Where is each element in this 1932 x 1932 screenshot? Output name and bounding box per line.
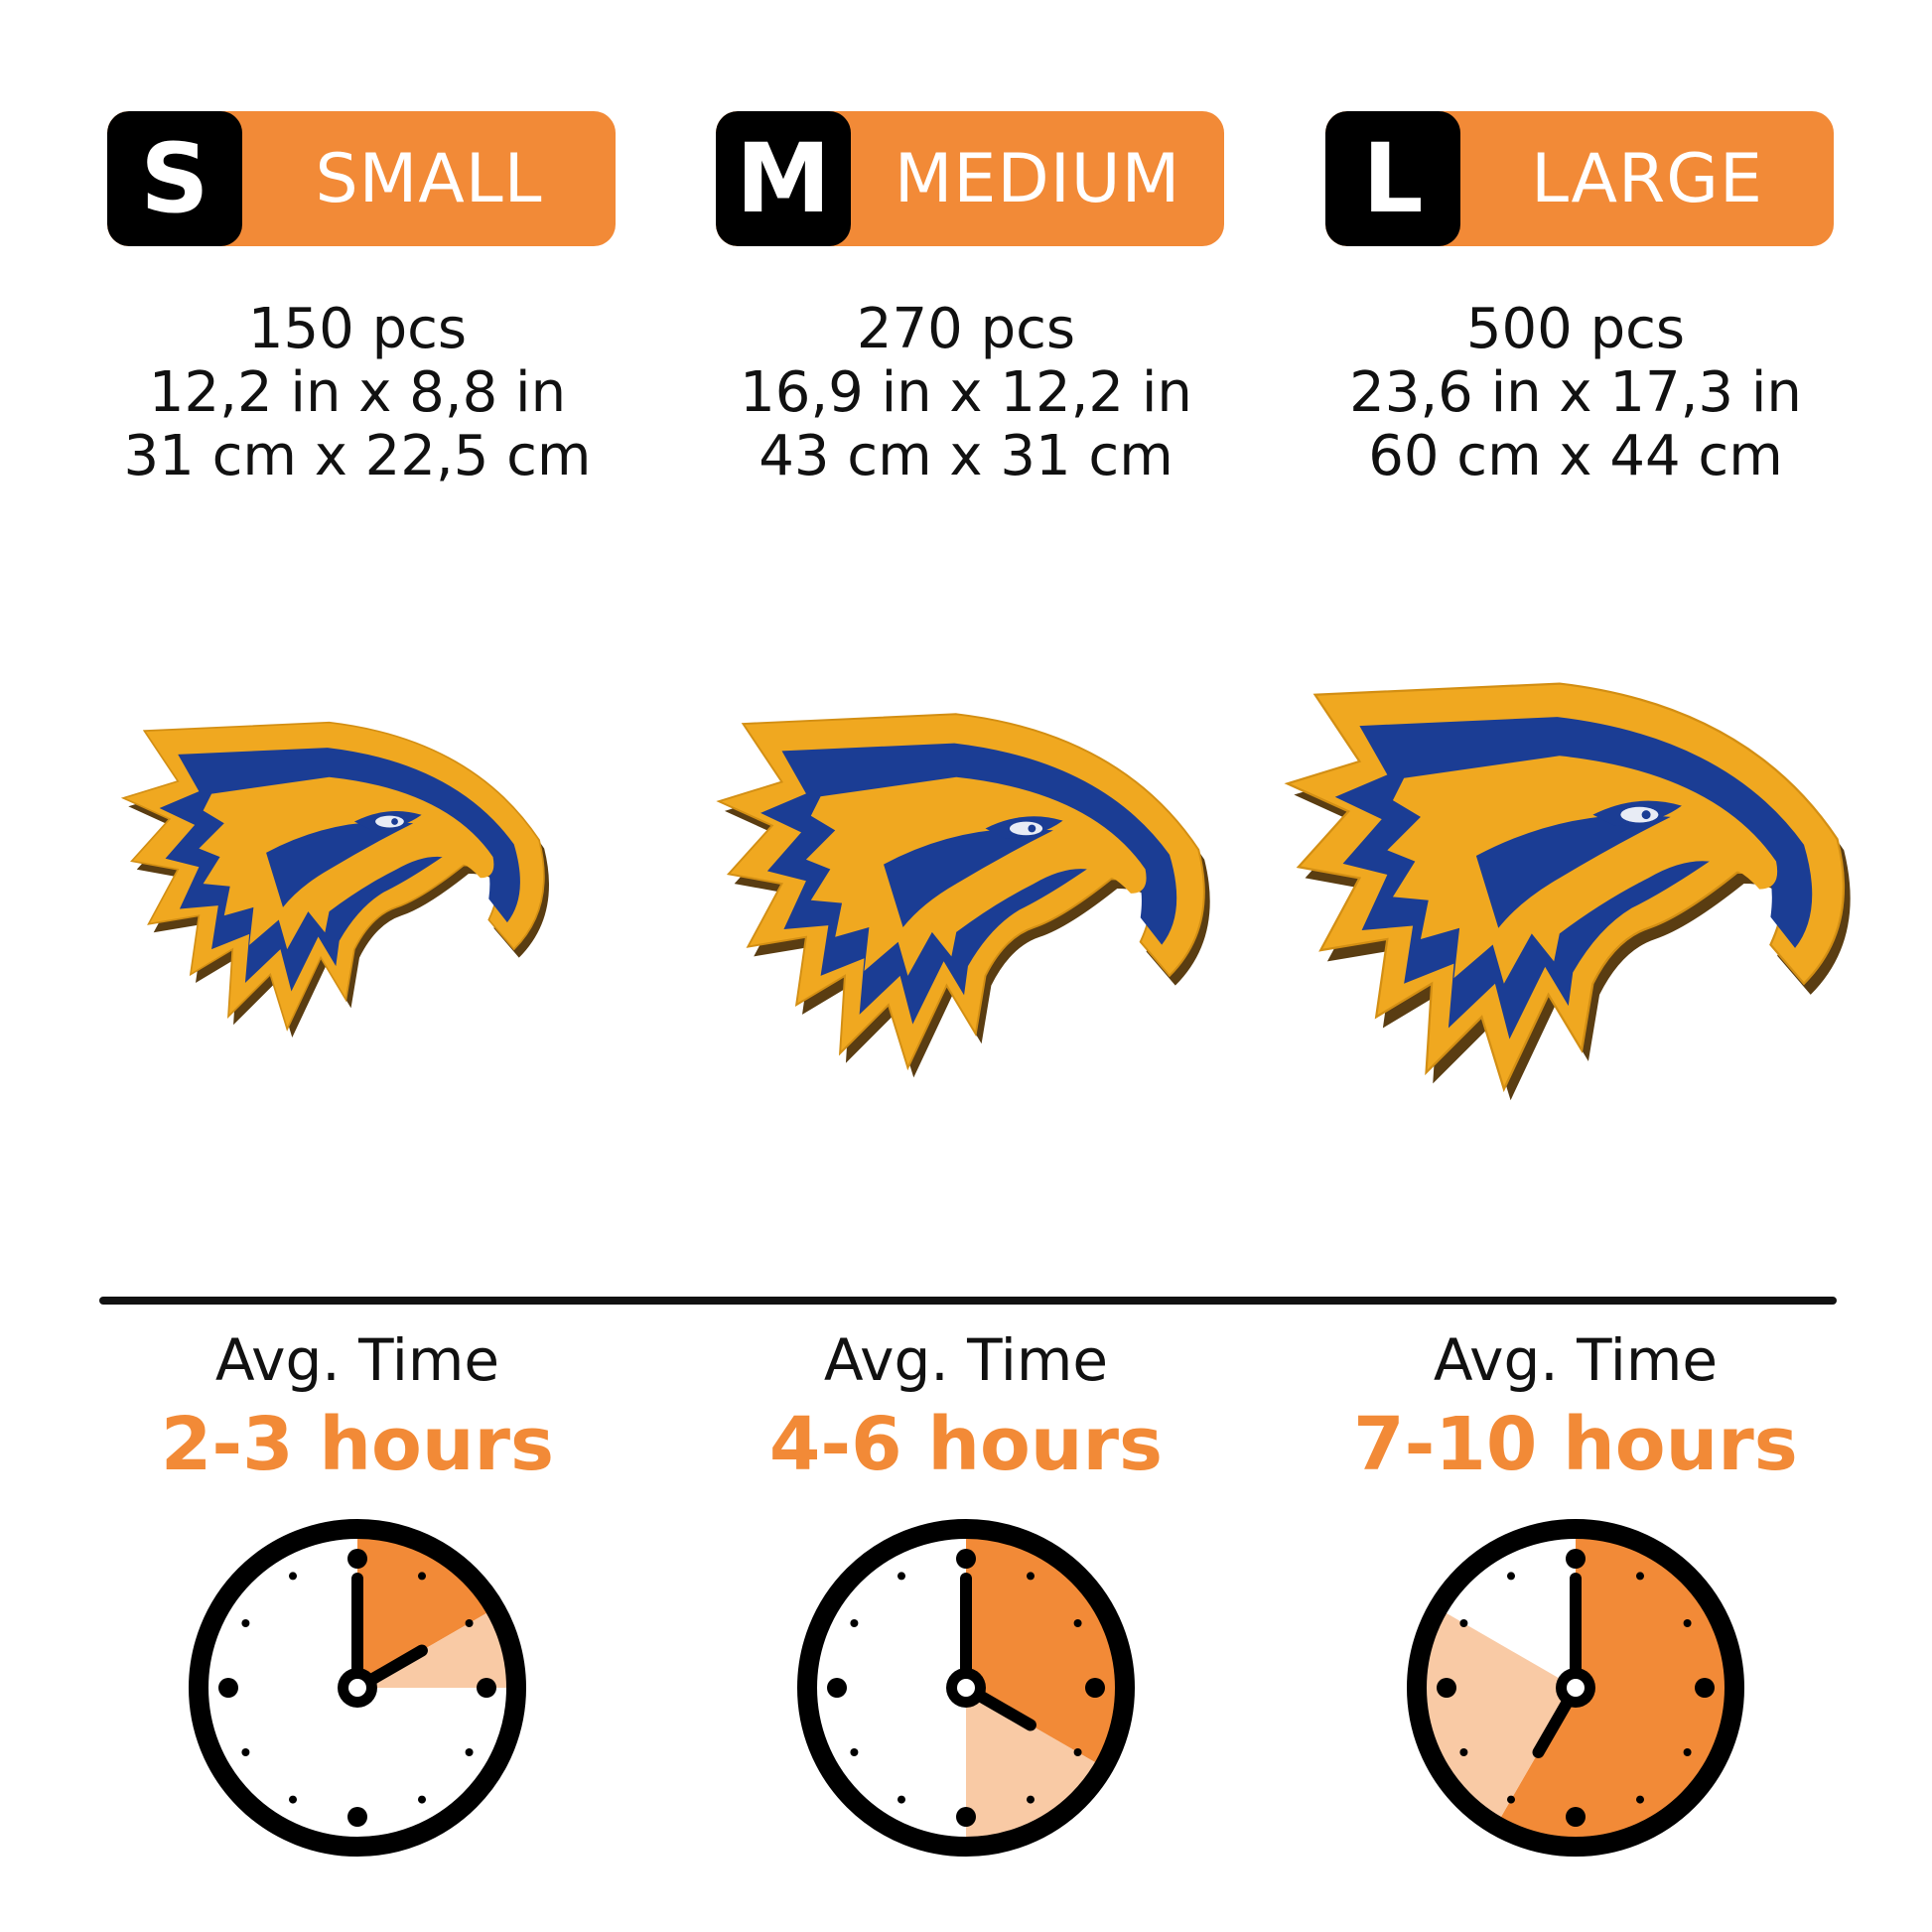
size-letter: M bbox=[736, 123, 831, 234]
size-specs: 270 pcs 16,9 in x 12,2 in 43 cm x 31 cm bbox=[688, 298, 1244, 488]
clock-tick bbox=[418, 1795, 426, 1804]
clock-pivot-center bbox=[1567, 1679, 1585, 1697]
dimensions-cm: 31 cm x 22,5 cm bbox=[123, 424, 592, 488]
clock-tick bbox=[465, 1748, 474, 1756]
avg-time-label: Avg. Time bbox=[1433, 1326, 1719, 1394]
clock-tick bbox=[477, 1678, 496, 1698]
section-divider bbox=[99, 1297, 1837, 1305]
dimensions-inches: 16,9 in x 12,2 in bbox=[740, 360, 1192, 425]
clock-tick bbox=[1073, 1619, 1082, 1627]
clock-tick bbox=[956, 1549, 976, 1569]
clock-tick bbox=[347, 1807, 367, 1827]
clock-pivot-center bbox=[348, 1679, 366, 1697]
clock-tick bbox=[289, 1572, 297, 1581]
clock-tick bbox=[1459, 1748, 1468, 1756]
clock-tick bbox=[850, 1619, 859, 1627]
avg-time-label: Avg. Time bbox=[214, 1326, 500, 1394]
clock-tick bbox=[1636, 1572, 1644, 1581]
eagle-eye bbox=[375, 815, 404, 828]
eagle-feather-stripe bbox=[884, 828, 1053, 928]
clock-tick bbox=[1507, 1795, 1515, 1804]
dimensions-inches: 23,6 in x 17,3 in bbox=[1349, 360, 1802, 425]
eagle-pupil bbox=[1028, 824, 1036, 833]
clock-tick bbox=[1695, 1678, 1715, 1698]
eagle-puzzle-image bbox=[120, 721, 549, 1037]
avg-time-hours: 7-10 hours bbox=[1353, 1402, 1798, 1487]
clock-tick bbox=[418, 1572, 426, 1581]
clock-tick bbox=[289, 1795, 297, 1804]
clock-tick bbox=[1085, 1678, 1105, 1698]
piece-count: 270 pcs bbox=[856, 297, 1076, 361]
piece-count: 150 pcs bbox=[247, 297, 468, 361]
clock-tick bbox=[1027, 1572, 1035, 1581]
eagle-head-fill bbox=[199, 776, 494, 950]
dimensions-cm: 60 cm x 44 cm bbox=[1368, 424, 1783, 488]
clock-tick bbox=[1027, 1795, 1035, 1804]
eagle-puzzle-image bbox=[716, 713, 1210, 1078]
dimensions-inches: 12,2 in x 8,8 in bbox=[148, 360, 567, 425]
clock-icon bbox=[797, 1519, 1135, 1857]
clock-rim bbox=[797, 1519, 1135, 1857]
eagle-puzzle-image bbox=[1284, 682, 1851, 1101]
clock-tick bbox=[241, 1619, 250, 1627]
size-letter: S bbox=[140, 123, 209, 234]
piece-count: 500 pcs bbox=[1465, 297, 1686, 361]
eagle-feather-stripe bbox=[266, 821, 414, 907]
clock-elapsed-wedge bbox=[1496, 1529, 1734, 1847]
clock-tick bbox=[956, 1807, 976, 1827]
size-letter-box: M bbox=[716, 111, 851, 246]
clock-tick bbox=[1636, 1795, 1644, 1804]
clock-tick bbox=[1459, 1619, 1468, 1627]
clock-tick bbox=[897, 1795, 905, 1804]
clock-icon bbox=[1407, 1519, 1744, 1857]
clock-range-wedge bbox=[1417, 1608, 1576, 1826]
eagle-head-fill bbox=[805, 776, 1147, 976]
dimensions-cm: 43 cm x 31 cm bbox=[759, 424, 1173, 488]
size-label: LARGE bbox=[1531, 139, 1763, 218]
clock-tick bbox=[465, 1619, 474, 1627]
clock-tick bbox=[1683, 1619, 1692, 1627]
clock-pivot-center bbox=[957, 1679, 975, 1697]
size-label: MEDIUM bbox=[894, 139, 1181, 218]
clock-tick bbox=[1437, 1678, 1456, 1698]
size-specs: 500 pcs 23,6 in x 17,3 in 60 cm x 44 cm bbox=[1298, 298, 1854, 488]
size-badge-large: L LARGE bbox=[1325, 111, 1834, 246]
clock-tick bbox=[1683, 1748, 1692, 1756]
clock-tick bbox=[1073, 1748, 1082, 1756]
size-label: SMALL bbox=[315, 139, 543, 218]
clock-icon bbox=[189, 1519, 526, 1857]
clock-tick bbox=[218, 1678, 238, 1698]
size-specs: 150 pcs 12,2 in x 8,8 in 31 cm x 22,5 cm bbox=[79, 298, 635, 488]
clock-tick bbox=[897, 1572, 905, 1581]
eagle-pupil bbox=[391, 818, 398, 825]
clock-tick bbox=[347, 1549, 367, 1569]
clock-rim bbox=[189, 1519, 526, 1857]
eagle-eye bbox=[1620, 806, 1659, 823]
clock-tick bbox=[827, 1678, 847, 1698]
eagle-head-fill bbox=[1387, 756, 1778, 984]
size-badge-medium: M MEDIUM bbox=[716, 111, 1224, 246]
eagle-feather-stripe bbox=[1475, 814, 1671, 928]
clock-tick bbox=[1507, 1572, 1515, 1581]
clock-tick bbox=[241, 1748, 250, 1756]
size-letter: L bbox=[1362, 123, 1424, 234]
eagle-eye bbox=[1009, 821, 1043, 836]
avg-time-label: Avg. Time bbox=[823, 1326, 1109, 1394]
eagle-pupil bbox=[1641, 810, 1651, 820]
clock-tick bbox=[850, 1748, 859, 1756]
clock-tick bbox=[1566, 1549, 1586, 1569]
avg-time-hours: 2-3 hours bbox=[160, 1402, 555, 1487]
clock-tick bbox=[1566, 1807, 1586, 1827]
clock-rim bbox=[1407, 1519, 1744, 1857]
avg-time-hours: 4-6 hours bbox=[768, 1402, 1164, 1487]
size-letter-box: S bbox=[107, 111, 242, 246]
size-letter-box: L bbox=[1325, 111, 1460, 246]
size-badge-small: S SMALL bbox=[107, 111, 616, 246]
